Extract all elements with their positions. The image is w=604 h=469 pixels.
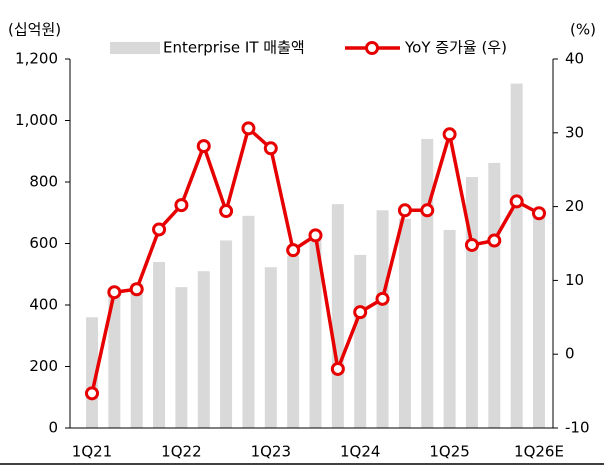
legend-label: Enterprise IT 매출액	[163, 39, 305, 57]
line-marker	[420, 203, 435, 218]
bar	[465, 177, 478, 428]
line-marker	[353, 305, 368, 320]
line-marker	[397, 203, 412, 218]
y-tick-label: 200	[29, 357, 58, 375]
line-marker	[464, 237, 479, 252]
x-tick-label: 1Q22	[161, 443, 201, 461]
bar	[242, 215, 255, 428]
line-marker	[241, 121, 256, 136]
legend-label: YoY 증가율 (우)	[404, 39, 507, 57]
y2-tick-label: 10	[565, 271, 584, 289]
bar	[488, 162, 501, 428]
y2-tick-label: -10	[565, 419, 590, 437]
line-marker	[152, 222, 167, 237]
y2-tick-label: 20	[565, 197, 584, 215]
y2-axis-label: (%)	[570, 21, 596, 39]
bar	[331, 204, 344, 428]
bar	[220, 240, 233, 428]
line-marker	[219, 204, 234, 219]
line-marker	[509, 194, 524, 209]
y-tick-label: 0	[48, 419, 58, 437]
line-marker	[487, 233, 502, 248]
bar	[197, 271, 210, 428]
bar	[354, 254, 367, 428]
x-tick-label: 1Q25	[429, 443, 469, 461]
line-marker	[286, 243, 301, 258]
bar	[398, 218, 411, 428]
line-marker	[532, 206, 546, 221]
x-tick-label: 1Q23	[251, 443, 291, 461]
line-marker	[85, 386, 99, 401]
line-marker	[375, 291, 390, 306]
y2-tick-label: 30	[565, 123, 584, 141]
y-tick-label: 1,000	[15, 111, 58, 129]
line-marker	[129, 282, 144, 297]
y-tick-label: 1,200	[15, 50, 58, 68]
y2-tick-label: 40	[565, 50, 584, 68]
line-marker	[174, 198, 189, 213]
line-marker	[263, 141, 278, 156]
line-marker	[330, 361, 345, 376]
y-tick-label: 800	[29, 173, 58, 191]
line-marker	[107, 285, 122, 300]
line-marker	[196, 139, 211, 154]
y-tick-label: 400	[29, 296, 58, 314]
bar	[108, 292, 121, 428]
bar	[443, 229, 456, 428]
y-axis-label: (십억원)	[8, 21, 61, 39]
x-tick-label: 1Q24	[340, 443, 380, 461]
y-tick-label: 600	[29, 234, 58, 252]
bar	[264, 267, 277, 428]
y2-tick-label: 0	[565, 345, 575, 363]
bar	[309, 240, 322, 428]
bar	[175, 287, 188, 428]
bar	[510, 83, 523, 428]
x-tick-label: 1Q21	[72, 443, 112, 461]
bar	[287, 255, 300, 428]
x-tick-label: 1Q26E	[514, 443, 564, 461]
line-marker	[308, 228, 323, 243]
bar	[153, 261, 166, 428]
legend-swatch	[110, 42, 160, 54]
bar	[421, 138, 434, 428]
legend-marker	[365, 41, 379, 55]
line-marker	[442, 127, 457, 142]
bar	[86, 317, 98, 428]
bar	[533, 212, 545, 428]
bar	[376, 210, 389, 428]
bar	[130, 283, 143, 428]
